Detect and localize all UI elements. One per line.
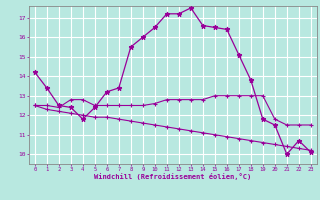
X-axis label: Windchill (Refroidissement éolien,°C): Windchill (Refroidissement éolien,°C): [94, 173, 252, 180]
